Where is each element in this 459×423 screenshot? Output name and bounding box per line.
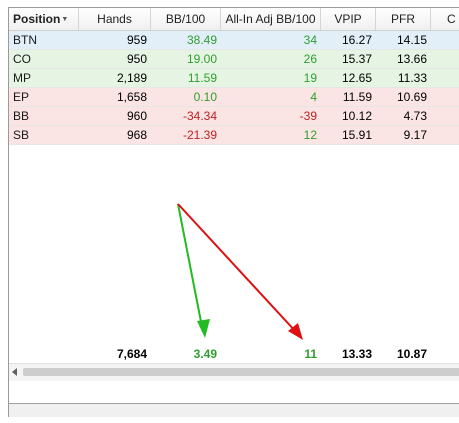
cell-position: BB bbox=[13, 109, 30, 123]
table-row[interactable]: SB 968 -21.39 12 15.91 9.17 bbox=[9, 126, 459, 145]
column-header-position[interactable]: Position▼ bbox=[9, 8, 79, 30]
cell-hands: 960 bbox=[126, 109, 147, 123]
total-pfr: 10.87 bbox=[396, 347, 427, 361]
cell-hands: 959 bbox=[126, 33, 147, 47]
cell-pfr: 13.66 bbox=[396, 52, 427, 66]
cell-pfr: 11.33 bbox=[397, 71, 427, 85]
cell-pfr: 9.17 bbox=[403, 128, 427, 142]
horizontal-scrollbar[interactable] bbox=[9, 363, 459, 381]
table-row[interactable]: MP 2,189 11.59 19 12.65 11.33 bbox=[9, 69, 459, 88]
status-bar bbox=[9, 403, 459, 417]
cell-vpip: 11.59 bbox=[342, 90, 372, 104]
totals-row: 7,684 3.49 11 13.33 10.87 bbox=[9, 345, 459, 363]
column-header-allin-adj-bb100[interactable]: All-In Adj BB/100 bbox=[221, 8, 321, 30]
cell-allin: -39 bbox=[299, 109, 317, 123]
cell-bb100: 11.59 bbox=[187, 71, 217, 85]
stats-grid-panel: Position▼ Hands BB/100 All-In Adj BB/100… bbox=[8, 7, 459, 417]
cell-hands: 1,658 bbox=[116, 90, 147, 104]
cell-allin: 12 bbox=[303, 128, 317, 142]
scroll-thumb[interactable] bbox=[23, 368, 459, 376]
column-header-bb100[interactable]: BB/100 bbox=[151, 8, 221, 30]
cell-position: SB bbox=[13, 128, 30, 142]
cell-hands: 2,189 bbox=[116, 71, 147, 85]
column-header-vpip[interactable]: VPIP bbox=[321, 8, 376, 30]
cell-vpip: 15.37 bbox=[341, 52, 372, 66]
cell-vpip: 12.65 bbox=[341, 71, 372, 85]
cell-vpip: 10.12 bbox=[341, 109, 372, 123]
column-header-hands[interactable]: Hands bbox=[79, 8, 151, 30]
cell-hands: 950 bbox=[126, 52, 147, 66]
cell-vpip: 16.27 bbox=[341, 33, 372, 47]
column-header-pfr[interactable]: PFR bbox=[376, 8, 431, 30]
sort-down-icon: ▼ bbox=[61, 15, 69, 23]
cell-bb100: 38.49 bbox=[186, 33, 217, 47]
cell-bb100: -34.34 bbox=[182, 109, 217, 123]
column-header-more[interactable]: C bbox=[431, 8, 459, 30]
cell-position: EP bbox=[13, 90, 30, 104]
total-allin-adj-bb100: 11 bbox=[304, 347, 317, 361]
cell-pfr: 14.15 bbox=[396, 33, 427, 47]
total-vpip: 13.33 bbox=[341, 347, 372, 361]
cell-pfr: 10.69 bbox=[396, 90, 427, 104]
table-row[interactable]: BB 960 -34.34 -39 10.12 4.73 bbox=[9, 107, 459, 126]
table-row[interactable]: BTN 959 38.49 34 16.27 14.15 bbox=[9, 31, 459, 50]
table-row[interactable]: EP 1,658 0.10 4 11.59 10.69 bbox=[9, 88, 459, 107]
cell-position: MP bbox=[13, 71, 31, 85]
cell-position: BTN bbox=[13, 33, 37, 47]
cell-bb100: 0.10 bbox=[193, 90, 217, 104]
cell-bb100: 19.00 bbox=[186, 52, 217, 66]
cell-vpip: 15.91 bbox=[341, 128, 372, 142]
table-row[interactable]: CO 950 19.00 26 15.37 13.66 bbox=[9, 50, 459, 69]
cell-position: CO bbox=[13, 52, 31, 66]
grid-header: Position▼ Hands BB/100 All-In Adj BB/100… bbox=[9, 8, 459, 31]
cell-allin: 34 bbox=[303, 33, 317, 47]
scroll-left-icon[interactable] bbox=[12, 368, 17, 376]
cell-pfr: 4.73 bbox=[403, 109, 427, 123]
cell-bb100: -21.39 bbox=[182, 128, 217, 142]
total-bb100: 3.49 bbox=[193, 347, 217, 361]
cell-allin: 19 bbox=[303, 71, 317, 85]
cell-allin: 26 bbox=[303, 52, 317, 66]
cell-hands: 968 bbox=[126, 128, 147, 142]
total-hands: 7,684 bbox=[116, 347, 147, 361]
cell-allin: 4 bbox=[310, 90, 317, 104]
